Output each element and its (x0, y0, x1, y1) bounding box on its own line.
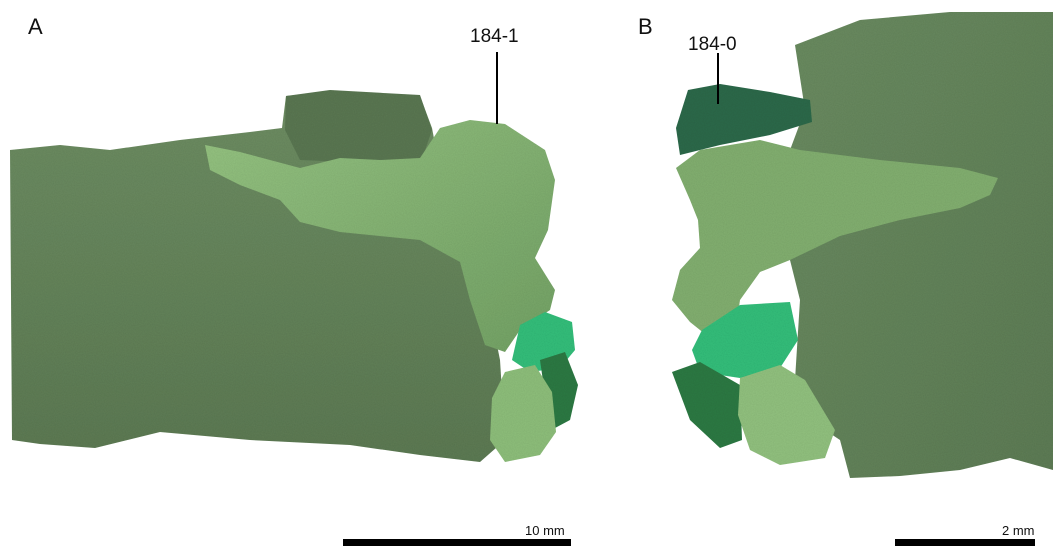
callout-label-a: 184-1 (470, 26, 519, 47)
scale-bar-b (895, 539, 1035, 546)
bone-184-1 (205, 120, 555, 352)
bone-dark-b (672, 362, 742, 448)
panel-a-render (10, 90, 578, 462)
bone-teal-b (692, 302, 798, 378)
bone-184-0 (676, 84, 812, 155)
bone-light-bottom-a (490, 365, 556, 462)
callout-label-b: 184-0 (688, 34, 737, 55)
panel-letter-b: B (638, 14, 653, 39)
scale-label-a: 10 mm (525, 523, 565, 538)
panel-letter-a: A (28, 14, 43, 39)
scale-label-b: 2 mm (1002, 523, 1035, 538)
bone-horizontal-b (672, 140, 998, 338)
scale-bar-a (343, 539, 571, 546)
bone-light-bottom-b (738, 365, 835, 465)
matrix-block-b (785, 12, 1053, 478)
panel-b-render (672, 12, 1053, 478)
